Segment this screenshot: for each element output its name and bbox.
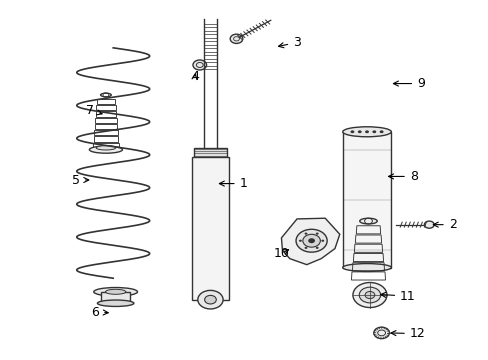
Circle shape — [298, 240, 301, 242]
Circle shape — [198, 291, 223, 309]
Polygon shape — [281, 218, 339, 265]
Ellipse shape — [342, 264, 390, 271]
Circle shape — [379, 130, 383, 133]
Text: 2: 2 — [432, 218, 456, 231]
Circle shape — [193, 60, 206, 70]
Polygon shape — [101, 292, 130, 303]
Circle shape — [315, 233, 318, 235]
Text: 5: 5 — [72, 174, 89, 186]
Circle shape — [302, 234, 320, 247]
Text: 3: 3 — [278, 36, 301, 49]
Polygon shape — [194, 148, 226, 157]
Ellipse shape — [89, 146, 122, 153]
Circle shape — [372, 130, 375, 133]
Ellipse shape — [342, 127, 390, 137]
Circle shape — [365, 130, 368, 133]
Circle shape — [350, 130, 354, 133]
Circle shape — [315, 247, 318, 249]
Text: 6: 6 — [91, 306, 108, 319]
Circle shape — [424, 221, 433, 228]
Text: 11: 11 — [380, 289, 415, 303]
Circle shape — [373, 327, 388, 339]
Text: 8: 8 — [388, 170, 417, 183]
Text: 7: 7 — [86, 104, 102, 117]
Ellipse shape — [105, 289, 125, 294]
Text: 12: 12 — [390, 327, 425, 340]
Ellipse shape — [94, 288, 137, 296]
Circle shape — [359, 287, 380, 303]
Circle shape — [365, 292, 374, 298]
Text: 9: 9 — [393, 77, 424, 90]
Ellipse shape — [96, 146, 116, 150]
Polygon shape — [192, 157, 228, 300]
Circle shape — [357, 130, 361, 133]
Circle shape — [307, 238, 314, 243]
Circle shape — [304, 247, 307, 249]
Ellipse shape — [97, 300, 134, 306]
Circle shape — [295, 229, 326, 252]
Circle shape — [304, 233, 307, 235]
Circle shape — [204, 296, 216, 304]
Text: 10: 10 — [273, 247, 289, 260]
Text: 4: 4 — [191, 70, 199, 83]
Ellipse shape — [359, 218, 376, 224]
Circle shape — [230, 34, 243, 44]
Circle shape — [321, 240, 324, 242]
Text: 1: 1 — [219, 177, 247, 190]
Polygon shape — [342, 132, 390, 267]
Circle shape — [352, 283, 386, 307]
